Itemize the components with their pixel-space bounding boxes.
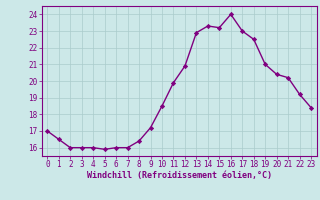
X-axis label: Windchill (Refroidissement éolien,°C): Windchill (Refroidissement éolien,°C) (87, 171, 272, 180)
